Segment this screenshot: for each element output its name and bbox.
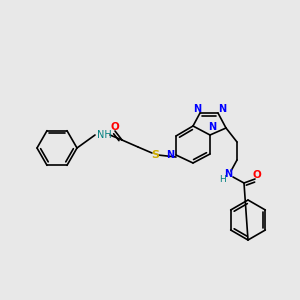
Text: N: N — [166, 150, 174, 160]
Text: N: N — [224, 169, 232, 179]
Text: H: H — [219, 175, 225, 184]
Text: N: N — [218, 104, 226, 114]
Text: N: N — [193, 104, 201, 114]
Text: NH: NH — [97, 130, 112, 140]
Text: O: O — [253, 170, 261, 180]
Text: O: O — [111, 122, 119, 132]
Text: N: N — [208, 122, 216, 132]
Text: S: S — [151, 150, 159, 160]
